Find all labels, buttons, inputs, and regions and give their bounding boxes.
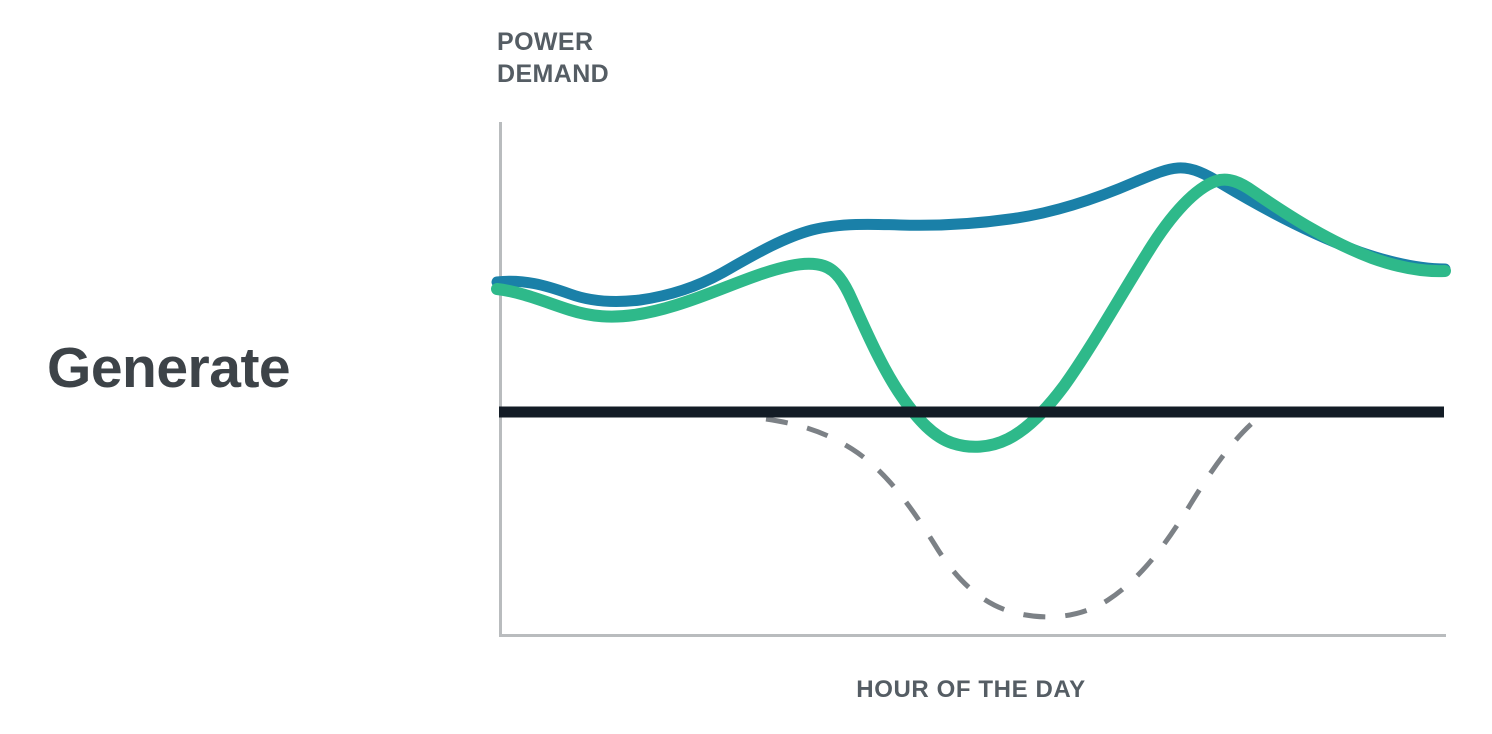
y-axis-title: POWER DEMAND [497,28,610,88]
x-axis-title: HOUR OF THE DAY [856,676,1086,703]
generate-caption: Generate [47,336,291,400]
total-demand-curve [491,162,1451,308]
net-load-curve [491,173,1451,453]
renewable-generation-dashed-curve [765,416,1260,620]
